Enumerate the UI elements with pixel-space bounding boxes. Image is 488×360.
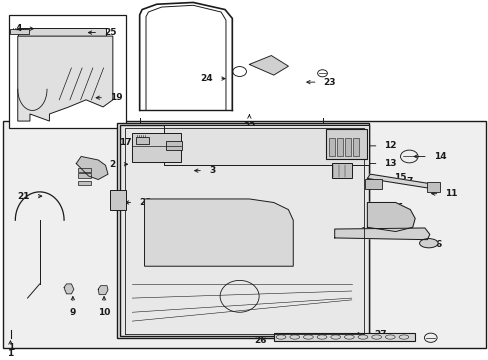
FancyBboxPatch shape: [336, 138, 342, 156]
Text: 21: 21: [18, 192, 30, 201]
FancyBboxPatch shape: [331, 163, 351, 178]
FancyBboxPatch shape: [9, 15, 126, 128]
Text: 8: 8: [371, 225, 378, 234]
Text: 11: 11: [445, 189, 457, 198]
FancyBboxPatch shape: [78, 181, 91, 185]
Polygon shape: [366, 203, 414, 231]
Text: 24: 24: [200, 74, 213, 83]
FancyBboxPatch shape: [426, 181, 439, 192]
Text: 6: 6: [435, 240, 441, 249]
Polygon shape: [334, 228, 429, 240]
Text: 10: 10: [98, 308, 110, 317]
FancyBboxPatch shape: [10, 29, 29, 34]
FancyBboxPatch shape: [326, 129, 366, 159]
Text: 20: 20: [139, 198, 151, 207]
Text: 18: 18: [197, 141, 210, 150]
Text: 16: 16: [182, 255, 194, 264]
Polygon shape: [163, 125, 368, 165]
Text: 22: 22: [243, 122, 255, 131]
FancyBboxPatch shape: [76, 51, 88, 57]
FancyBboxPatch shape: [352, 138, 358, 156]
FancyBboxPatch shape: [364, 180, 381, 189]
Text: 2: 2: [109, 160, 116, 169]
Text: 17: 17: [119, 138, 131, 147]
Polygon shape: [144, 199, 293, 266]
Polygon shape: [18, 36, 113, 121]
Text: 1: 1: [7, 349, 14, 358]
Text: 19: 19: [110, 93, 122, 102]
Text: 15: 15: [393, 173, 406, 182]
Text: 14: 14: [433, 152, 446, 161]
FancyBboxPatch shape: [344, 138, 350, 156]
FancyBboxPatch shape: [132, 134, 181, 162]
Text: 9: 9: [69, 308, 76, 317]
FancyBboxPatch shape: [165, 141, 181, 150]
Text: 4: 4: [15, 24, 21, 33]
FancyBboxPatch shape: [86, 54, 98, 61]
Text: 7: 7: [406, 177, 412, 186]
Polygon shape: [120, 125, 368, 336]
Text: 25: 25: [104, 28, 116, 37]
Text: 27: 27: [374, 330, 386, 339]
FancyBboxPatch shape: [110, 190, 126, 210]
FancyBboxPatch shape: [329, 138, 334, 156]
FancyBboxPatch shape: [78, 174, 91, 178]
Ellipse shape: [419, 239, 437, 248]
Polygon shape: [76, 157, 108, 180]
Polygon shape: [98, 286, 108, 294]
FancyBboxPatch shape: [18, 28, 105, 36]
FancyBboxPatch shape: [3, 121, 485, 348]
Text: 3: 3: [208, 166, 215, 175]
Polygon shape: [366, 174, 436, 189]
Text: 1: 1: [8, 343, 15, 352]
Text: 23: 23: [323, 78, 335, 87]
Text: 12: 12: [384, 141, 396, 150]
FancyBboxPatch shape: [78, 168, 91, 172]
Text: 13: 13: [384, 159, 396, 168]
FancyBboxPatch shape: [273, 333, 414, 341]
Text: 26: 26: [254, 336, 266, 345]
Polygon shape: [249, 55, 288, 75]
Polygon shape: [64, 284, 74, 294]
Text: 5: 5: [396, 203, 402, 212]
FancyBboxPatch shape: [136, 137, 149, 144]
Polygon shape: [117, 123, 368, 338]
